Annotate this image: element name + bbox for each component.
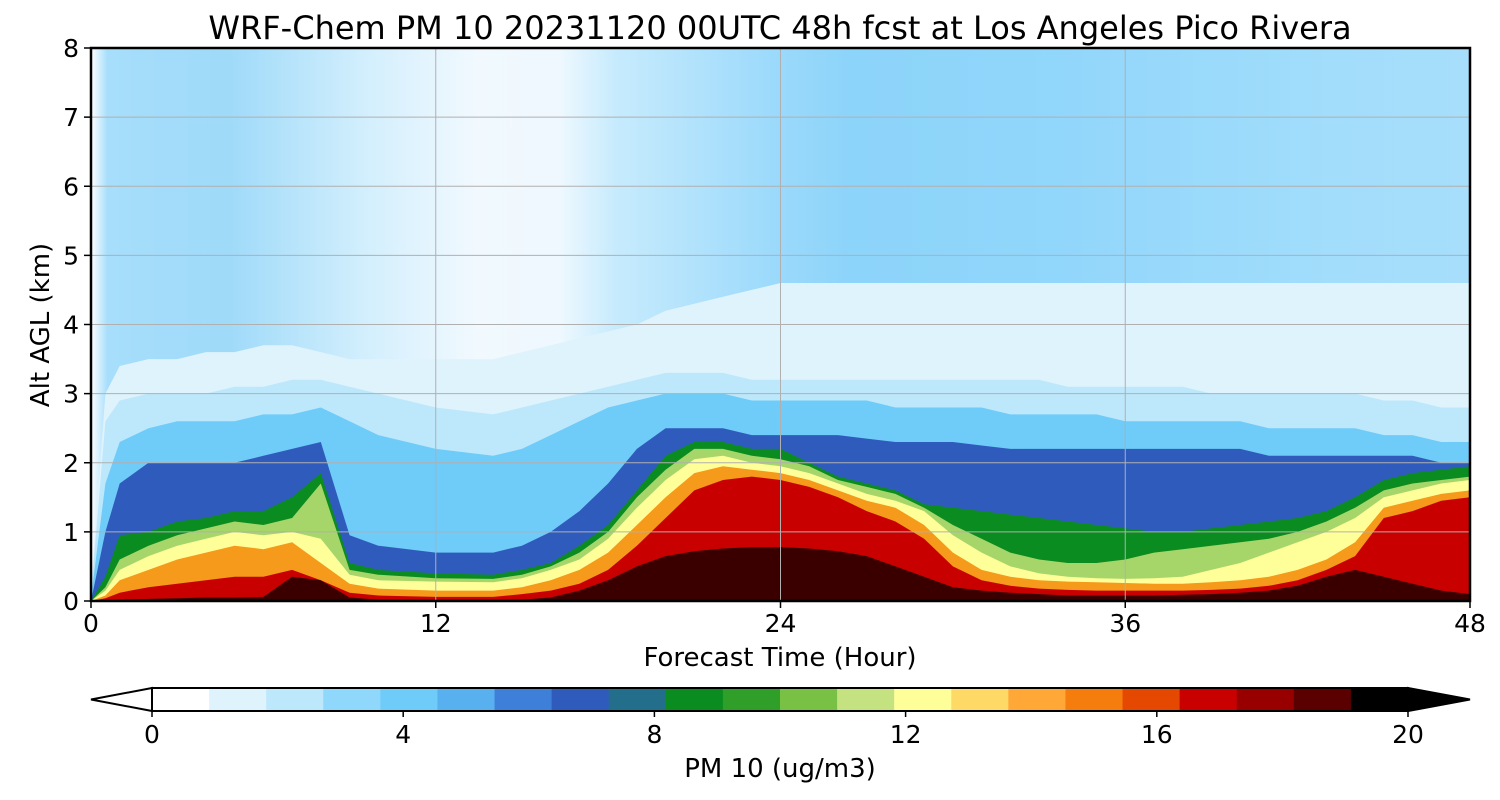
y-tick-label: 3: [63, 380, 79, 409]
colorbar-tick-label: 4: [395, 720, 411, 749]
y-tick-label: 7: [63, 103, 79, 132]
y-tick-label: 2: [63, 449, 79, 478]
colorbar-segment: [266, 688, 324, 711]
colorbar-segment: [1122, 688, 1181, 711]
colorbar-tick-label: 20: [1392, 720, 1424, 749]
colorbar-segment: [551, 688, 610, 711]
y-axis-label: Alt AGL (km): [26, 243, 56, 407]
y-tick-label: 5: [63, 241, 79, 270]
colorbar-segment: [209, 688, 267, 711]
x-tick-label: 12: [420, 609, 452, 638]
y-axis: 0 1 2 3 4 5 6 7 8: [63, 34, 91, 616]
y-tick-label: 8: [63, 34, 79, 63]
colorbar-segment: [951, 688, 1009, 711]
colorbar-segment: [780, 688, 838, 711]
x-tick-label: 0: [83, 609, 99, 638]
x-tick-label: 48: [1454, 609, 1486, 638]
colorbar-segment: [608, 688, 667, 711]
colorbar-segment: [1293, 688, 1352, 711]
chart-title: WRF-Chem PM 10 20231120 00UTC 48h fcst a…: [208, 9, 1351, 47]
colorbar-segment: [152, 688, 210, 711]
y-tick-label: 6: [63, 172, 79, 201]
colorbar-segment: [894, 688, 952, 711]
colorbar: 0 4 8 12 16 20 PM 10 (ug/m3): [90, 686, 1471, 784]
colorbar-segment: [1179, 688, 1238, 711]
colorbar-segment: [494, 688, 553, 711]
x-tick-label: 36: [1109, 609, 1141, 638]
colorbar-segment: [380, 688, 439, 711]
colorbar-segment: [1008, 688, 1067, 711]
colorbar-segment: [1236, 688, 1295, 711]
colorbar-low-extension: [90, 686, 153, 713]
x-axis: 0 12 24 36 48: [83, 601, 1486, 638]
colorbar-tick-label: 8: [646, 720, 662, 749]
x-axis-label: Forecast Time (Hour): [643, 643, 916, 673]
colorbar-high-extension: [1407, 686, 1471, 713]
colorbar-segment: [722, 688, 781, 711]
y-tick-label: 4: [63, 311, 79, 340]
colorbar-segment: [837, 688, 895, 711]
colorbar-tick-label: 12: [890, 720, 922, 749]
colorbar-segment: [1065, 688, 1124, 711]
colorbar-label: PM 10 (ug/m3): [684, 754, 876, 784]
colorbar-segment: [1350, 688, 1409, 711]
colorbar-tick-label: 16: [1141, 720, 1173, 749]
colorbar-segment: [323, 688, 381, 711]
colorbar-tick-label: 0: [144, 720, 160, 749]
plot-area: [89, 46, 1472, 603]
y-tick-label: 1: [63, 518, 79, 547]
colorbar-segment: [665, 688, 724, 711]
x-tick-label: 24: [765, 609, 797, 638]
y-tick-label: 0: [63, 587, 79, 616]
colorbar-segment: [437, 688, 496, 711]
